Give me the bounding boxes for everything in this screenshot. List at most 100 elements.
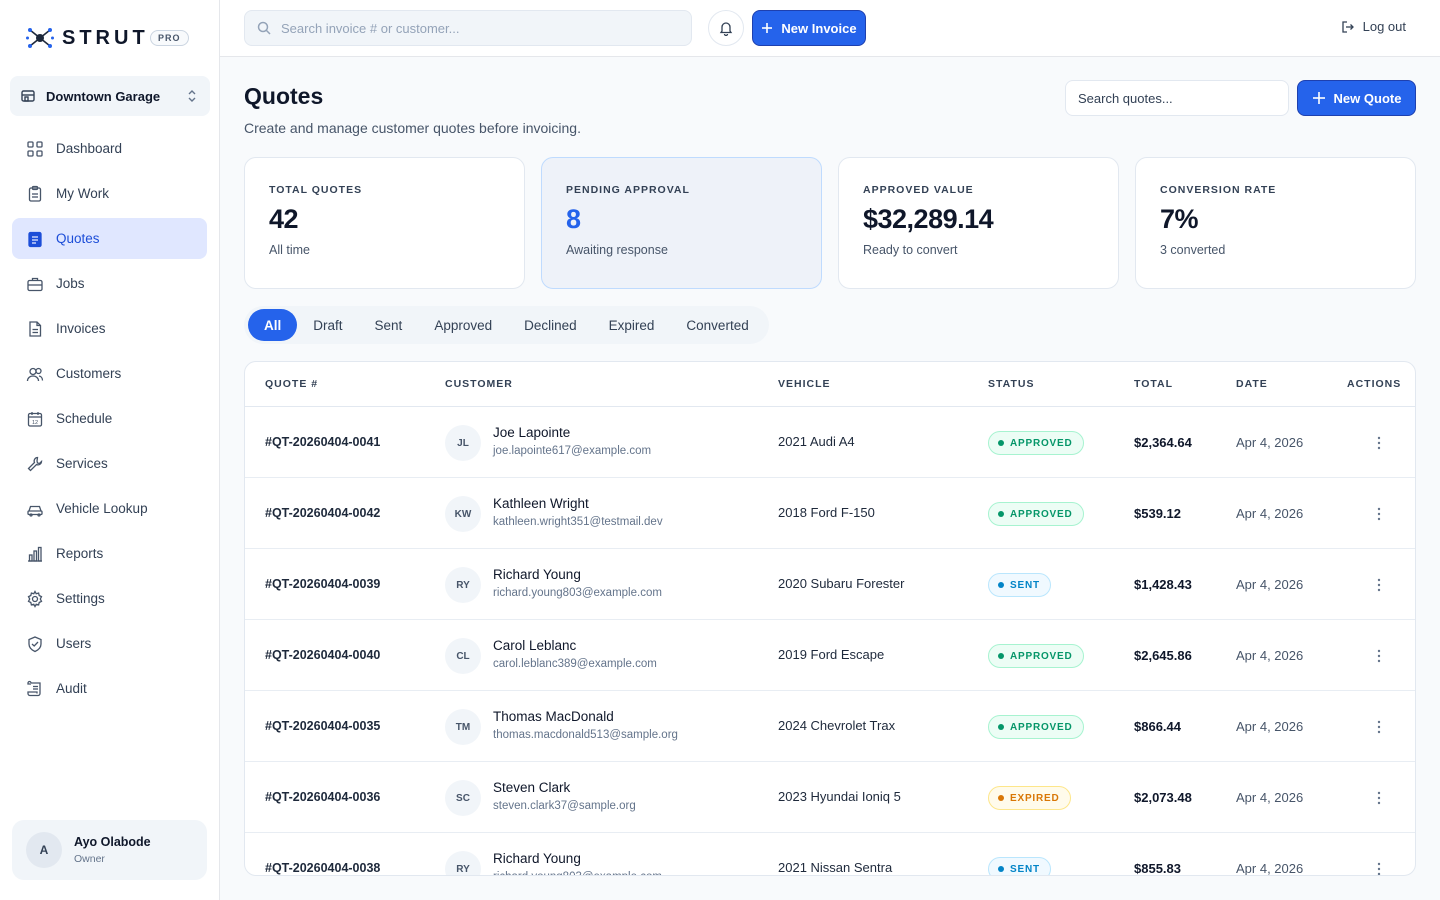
customer-email: richard.young803@example.com — [493, 587, 662, 599]
location-label: Downtown Garage — [46, 88, 161, 104]
quote-search-input[interactable] — [1065, 80, 1289, 116]
sidebar-item-label: Schedule — [56, 411, 113, 426]
quote-date: Apr 4, 2026 — [1236, 506, 1304, 521]
header-total: TOTAL — [1134, 378, 1174, 390]
quote-number[interactable]: #QT-20260404-0040 — [265, 648, 381, 662]
sidebar-item-label: Audit — [56, 681, 87, 696]
sidebar-item-my-work[interactable]: My Work — [12, 173, 207, 214]
status-badge: APPROVED — [988, 502, 1084, 526]
sidebar-item-reports[interactable]: Reports — [12, 533, 207, 574]
table-row[interactable]: #QT-20260404-0035 TM Thomas MacDonald thoma… — [245, 691, 1415, 762]
sidebar-item-label: Vehicle Lookup — [56, 501, 148, 516]
status-filter-tabs: All Draft Sent Approved Declined Expired Conve… — [244, 306, 769, 344]
row-actions-button[interactable] — [1365, 642, 1393, 670]
customer-avatar: KW — [445, 496, 481, 532]
sidebar-item-dashboard[interactable]: Dashboard — [12, 128, 207, 169]
table-row[interactable]: #QT-20260404-0041 JL Joe Lapointe joe.lapoi… — [245, 407, 1415, 478]
quote-number[interactable]: #QT-20260404-0039 — [265, 577, 381, 591]
quote-number[interactable]: #QT-20260404-0035 — [265, 719, 381, 733]
user-card[interactable]: A Ayo Olabode Owner — [12, 820, 207, 880]
customer-avatar: JL — [445, 425, 481, 461]
notifications-button[interactable] — [708, 10, 744, 46]
status-dot — [998, 866, 1004, 872]
row-actions-button[interactable] — [1365, 429, 1393, 457]
row-actions-button[interactable] — [1365, 784, 1393, 812]
top-search — [244, 10, 692, 46]
new-quote-label: New Quote — [1333, 90, 1402, 106]
quote-number[interactable]: #QT-20260404-0042 — [265, 506, 381, 520]
page-title: Quotes — [244, 83, 324, 109]
tab-sent[interactable]: Sent — [374, 317, 403, 333]
sidebar-item-customers[interactable]: Customers — [12, 353, 207, 394]
table-row[interactable]: #QT-20260404-0040 CL Carol Leblanc carol.le… — [245, 620, 1415, 691]
status-label: SENT — [1010, 863, 1040, 875]
bar-chart-icon — [26, 545, 44, 563]
user-role: Owner — [74, 853, 105, 865]
location-switcher[interactable]: Downtown Garage — [10, 76, 210, 116]
status-badge: SENT — [988, 857, 1051, 875]
row-actions-button[interactable] — [1365, 855, 1393, 875]
row-actions-button[interactable] — [1365, 571, 1393, 599]
topbar: New Invoice Log out — [220, 0, 1440, 57]
brand-logo[interactable]: STRUT — [26, 24, 149, 52]
sidebar-item-jobs[interactable]: Jobs — [12, 263, 207, 304]
quote-number[interactable]: #QT-20260404-0041 — [265, 435, 381, 449]
grid-icon — [26, 140, 44, 158]
strut-logo-icon — [26, 28, 54, 48]
tab-draft[interactable]: Draft — [313, 317, 343, 333]
row-actions-button[interactable] — [1365, 713, 1393, 741]
customer-email: steven.clark37@sample.org — [493, 800, 636, 812]
kebab-menu-icon — [1377, 649, 1381, 663]
kebab-menu-icon — [1377, 578, 1381, 592]
tab-expired[interactable]: Expired — [608, 317, 655, 333]
quote-total: $2,645.86 — [1134, 648, 1192, 663]
customer-email: joe.lapointe617@example.com — [493, 445, 652, 457]
sidebar-item-invoices[interactable]: Invoices — [12, 308, 207, 349]
stat-label: PENDING APPROVAL — [566, 184, 690, 196]
customer-avatar: RY — [445, 851, 481, 875]
table-row[interactable]: #QT-20260404-0039 RY Richard Young richard.… — [245, 549, 1415, 620]
logout-icon — [1341, 20, 1354, 33]
table-row[interactable]: #QT-20260404-0042 KW Kathleen Wright kathle… — [245, 478, 1415, 549]
invoice-search-input[interactable] — [281, 20, 681, 36]
sidebar-nav: Dashboard My Work Quotes Jobs Invoices Custom… — [12, 128, 207, 713]
sidebar-item-quotes[interactable]: Quotes — [12, 218, 207, 259]
sidebar-item-vehicle-lookup[interactable]: Vehicle Lookup — [12, 488, 207, 529]
sidebar-item-audit[interactable]: Audit — [12, 668, 207, 709]
sidebar: STRUT PRO Downtown Garage Dashboard My Wo… — [0, 0, 220, 900]
status-label: APPROVED — [1010, 650, 1073, 662]
sidebar-item-schedule[interactable]: 12 Schedule — [12, 398, 207, 439]
sidebar-item-label: Jobs — [56, 276, 85, 291]
scroll-icon — [26, 680, 44, 698]
sidebar-item-label: My Work — [56, 186, 109, 201]
store-icon — [21, 90, 35, 102]
row-actions-button[interactable] — [1365, 500, 1393, 528]
status-label: APPROVED — [1010, 721, 1073, 733]
quote-date: Apr 4, 2026 — [1236, 861, 1304, 876]
quote-number[interactable]: #QT-20260404-0038 — [265, 861, 381, 875]
briefcase-icon — [26, 275, 44, 293]
status-dot — [998, 511, 1004, 517]
tab-converted[interactable]: Converted — [686, 317, 749, 333]
status-dot — [998, 582, 1004, 588]
vehicle: 2023 Hyundai Ioniq 5 — [778, 789, 901, 804]
header-date: DATE — [1236, 378, 1268, 390]
stat-card-pending-approval: PENDING APPROVAL 8 Awaiting response — [541, 157, 822, 289]
status-label: APPROVED — [1010, 508, 1073, 520]
logout-button[interactable]: Log out — [1341, 19, 1406, 34]
tab-all[interactable]: All — [248, 309, 298, 341]
header-status: STATUS — [988, 378, 1035, 390]
quote-doc-icon — [26, 230, 44, 248]
table-row[interactable]: #QT-20260404-0038 RY Richard Young richard.… — [245, 833, 1415, 876]
new-quote-button[interactable]: New Quote — [1297, 80, 1416, 116]
tab-approved[interactable]: Approved — [434, 317, 493, 333]
sidebar-item-settings[interactable]: Settings — [12, 578, 207, 619]
status-dot — [998, 724, 1004, 730]
sidebar-item-users[interactable]: Users — [12, 623, 207, 664]
user-avatar: A — [26, 832, 62, 868]
sidebar-item-services[interactable]: Services — [12, 443, 207, 484]
quote-number[interactable]: #QT-20260404-0036 — [265, 790, 381, 804]
table-row[interactable]: #QT-20260404-0036 SC Steven Clark steven.cl… — [245, 762, 1415, 833]
tab-declined[interactable]: Declined — [524, 317, 577, 333]
new-invoice-button[interactable]: New Invoice — [752, 10, 866, 46]
